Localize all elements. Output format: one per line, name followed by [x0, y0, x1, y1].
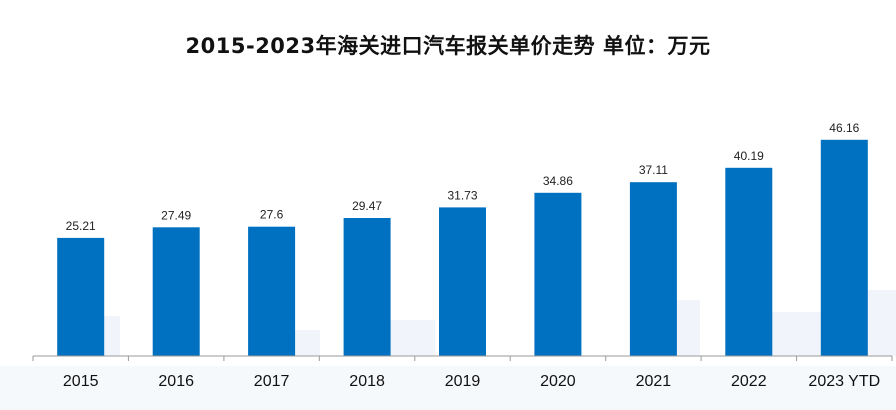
bar: [820, 139, 868, 356]
bars-group: [57, 139, 868, 356]
bar: [152, 227, 200, 356]
data-label: 29.47: [352, 199, 382, 213]
data-label: 46.16: [829, 121, 859, 135]
x-tick-label: 2019: [445, 373, 481, 390]
data-label: 31.73: [447, 188, 477, 202]
x-tick-label: 2018: [349, 373, 385, 390]
data-label: 25.21: [66, 219, 96, 233]
data-label: 40.19: [734, 149, 764, 163]
x-tick-label: 2015: [63, 373, 99, 390]
bar: [343, 218, 391, 356]
data-label: 34.86: [543, 174, 573, 188]
x-tick-label: 2016: [158, 373, 194, 390]
x-tick-label: 2017: [254, 373, 290, 390]
x-axis-labels: 2015 2016 2017 2018 2019 2020 2021 2022 2023 YTD: [63, 373, 880, 390]
x-tick-label: 2022: [731, 373, 767, 390]
data-label: 27.6: [260, 208, 284, 222]
data-label: 37.11: [639, 163, 668, 177]
data-label: 27.49: [161, 208, 191, 222]
x-tick-label: 2021: [636, 373, 672, 390]
x-tick-label: 2020: [540, 373, 576, 390]
x-axis-ticks: [32, 356, 893, 361]
chart-title: 2015-2023年海关进口汽车报关单价走势 单位：万元: [185, 34, 711, 58]
bar: [439, 207, 486, 356]
x-tick-label: 2023 YTD: [808, 373, 880, 390]
background-block: [0, 366, 896, 410]
bar: [534, 192, 582, 356]
bar: [725, 167, 773, 356]
background-block: [385, 320, 435, 356]
bar: [248, 226, 296, 356]
bar: [57, 237, 105, 356]
value-labels-group: 25.21 27.49 27.6 29.47 31.73 34.86 37.11 40.19 4…: [66, 121, 860, 233]
bar: [629, 182, 677, 356]
